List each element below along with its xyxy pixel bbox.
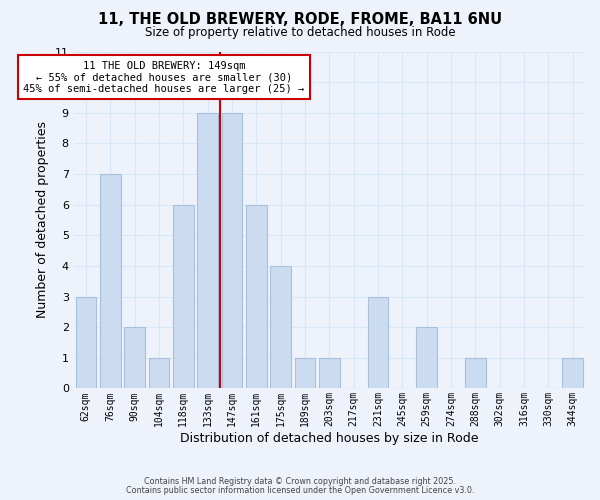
Text: Contains HM Land Registry data © Crown copyright and database right 2025.: Contains HM Land Registry data © Crown c… [144, 477, 456, 486]
Bar [562, 358, 583, 388]
X-axis label: Distribution of detached houses by size in Rode: Distribution of detached houses by size … [180, 432, 479, 445]
Bar [221, 113, 242, 388]
Bar [246, 204, 266, 388]
Bar [149, 358, 169, 388]
Text: Contains public sector information licensed under the Open Government Licence v3: Contains public sector information licen… [126, 486, 474, 495]
Bar [416, 327, 437, 388]
Bar [76, 296, 96, 388]
Text: 11 THE OLD BREWERY: 149sqm
← 55% of detached houses are smaller (30)
45% of semi: 11 THE OLD BREWERY: 149sqm ← 55% of deta… [23, 60, 304, 94]
Text: 11, THE OLD BREWERY, RODE, FROME, BA11 6NU: 11, THE OLD BREWERY, RODE, FROME, BA11 6… [98, 12, 502, 28]
Bar [295, 358, 316, 388]
Text: Size of property relative to detached houses in Rode: Size of property relative to detached ho… [145, 26, 455, 39]
Bar [319, 358, 340, 388]
Bar [197, 113, 218, 388]
Bar [368, 296, 388, 388]
Bar [271, 266, 291, 388]
Bar [124, 327, 145, 388]
Bar [465, 358, 486, 388]
Bar [100, 174, 121, 388]
Y-axis label: Number of detached properties: Number of detached properties [36, 122, 49, 318]
Bar [173, 204, 194, 388]
